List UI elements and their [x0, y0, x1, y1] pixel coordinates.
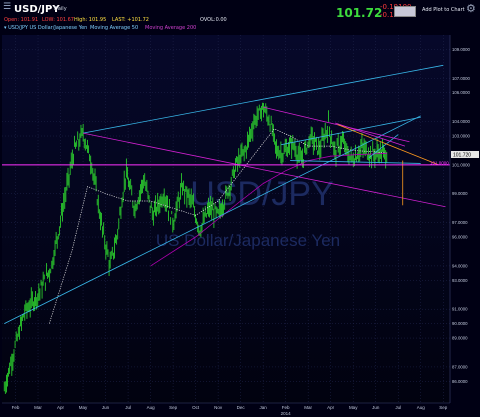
watermark-symbol: USD/JPY — [190, 175, 334, 213]
ma50-line — [48, 128, 388, 324]
legend-ma200-label: Moving Average 200 — [145, 25, 197, 31]
chart-menu-icon[interactable]: ☰ — [3, 2, 12, 12]
y-tick-label: 104.0000 — [452, 119, 471, 124]
y-tick-label: 103.0000 — [452, 134, 471, 139]
x-tick-label: Feb — [282, 405, 290, 410]
legend-instrument-label: USD/JPY US Dollar/Japanese Yen — [8, 25, 88, 31]
x-tick-label: Nov — [214, 405, 223, 410]
x-tick-label: Feb — [12, 405, 20, 410]
chart-button[interactable] — [394, 6, 416, 17]
magenta-trendline — [82, 132, 446, 208]
cyan-trendline — [281, 116, 421, 146]
watermark: USD/JPY US Dollar/Japanese Yen — [156, 175, 340, 250]
y-tick-label: 96.0000 — [452, 235, 468, 240]
axes: 109.0000 107.0000 106.0000 104.0000 103.0000… — [2, 35, 479, 416]
x-tick-label: Sep — [169, 405, 178, 410]
x-tick-label: Oct — [192, 405, 200, 410]
y-tick-label: 107.0000 — [452, 76, 471, 81]
y-tick-label: 93.0000 — [452, 278, 468, 283]
x-tick-label: Dec — [237, 405, 246, 410]
cyan-trendline — [368, 134, 399, 158]
y-tick-label: 99.0000 — [452, 191, 468, 196]
gear-icon[interactable]: ⚙ — [466, 2, 476, 15]
y-tick-label: 109.0000 — [452, 47, 471, 52]
y-tick-label: 90.0000 — [452, 321, 468, 326]
x-tick-label: Jul — [125, 405, 131, 410]
orange-trendline — [337, 124, 439, 166]
y-tick-label: 89.0000 — [452, 336, 468, 341]
x-tick-label: Sep — [439, 405, 448, 410]
x-tick-label: Mar — [34, 405, 42, 410]
x-tick-label: Jun — [372, 405, 380, 410]
x-tick-label: Jan — [260, 405, 268, 410]
x-tick-label: Aug — [417, 405, 426, 410]
low-value: 101.67 — [56, 17, 74, 23]
hline-label: 101.0000 — [430, 160, 449, 165]
watermark-name: US Dollar/Japanese Yen — [156, 231, 340, 250]
y-tick-label: 86.0000 — [452, 379, 468, 384]
legend-ma50[interactable]: Moving Average 50 — [90, 25, 138, 31]
plot-area[interactable] — [2, 35, 450, 403]
high-value: 101.95 — [88, 17, 107, 23]
x-year-label: 2014 — [281, 411, 292, 416]
high-label: High: — [74, 17, 88, 23]
moving-averages — [48, 128, 388, 324]
low-label: LOW: — [42, 17, 55, 23]
x-tick-label: Jun — [102, 405, 110, 410]
x-tick-label: Jul — [395, 405, 401, 410]
change-percent: -0.19% — [380, 11, 405, 19]
ma200-line — [150, 152, 388, 267]
cyan-trendline — [4, 115, 421, 324]
open-label: Open: — [4, 17, 20, 23]
y-tick-label: 91.0000 — [452, 307, 468, 312]
open-value: 101.91 — [20, 17, 39, 23]
last-price-box — [451, 150, 479, 158]
last-price-label: 101.720 — [453, 152, 471, 158]
y-tick-label: 87.0000 — [452, 364, 468, 369]
cyan-trendline — [82, 64, 444, 134]
y-tick-label: 94.0000 — [452, 263, 468, 268]
last-value: +101.72 — [127, 17, 149, 23]
legend-instrument[interactable]: ▾ USD/JPY US Dollar/Japanese Yen — [4, 25, 88, 31]
last-label: LAST: — [112, 17, 126, 23]
magenta-trendline — [335, 122, 406, 147]
last-price: 101.72 — [336, 6, 383, 20]
x-tick-label: May — [79, 405, 88, 410]
x-tick-label: Apr — [327, 405, 335, 410]
interval-label[interactable]: Daily — [54, 6, 67, 12]
add-plot-button[interactable]: Add Plot to Chart — [422, 7, 465, 13]
x-tick-label: Apr — [57, 405, 65, 410]
y-tick-label: 106.0000 — [452, 90, 471, 95]
y-tick-label: 101.0000 — [452, 162, 471, 167]
cyan-trendline — [290, 160, 421, 164]
volume-value: 0.00 — [215, 17, 227, 23]
x-tick-label: May — [349, 405, 358, 410]
x-tick-label: Aug — [147, 405, 156, 410]
legend-ma50-label: Moving Average 50 — [90, 25, 139, 31]
trendlines[interactable] — [2, 64, 450, 324]
legend-ma200[interactable]: Moving Average 200 — [145, 25, 196, 31]
symbol-title: USD/JPY — [14, 4, 60, 15]
y-tick-label: 97.0000 — [452, 220, 468, 225]
magenta-trendline — [263, 106, 410, 143]
price-bars — [3, 102, 388, 394]
x-tick-label: Mar — [304, 405, 312, 410]
volume-label: OVOL: — [200, 17, 216, 23]
